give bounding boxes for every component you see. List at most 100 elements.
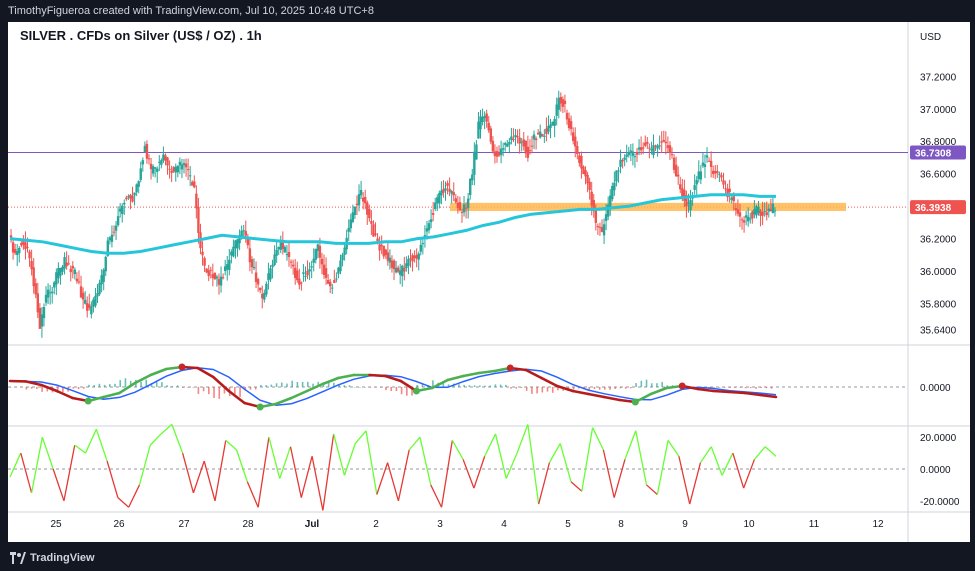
macd-histogram-bar	[473, 385, 476, 387]
candle-body	[61, 266, 64, 272]
macd-histogram-bar	[666, 385, 669, 387]
macd-histogram-bar	[150, 383, 153, 387]
macd-histogram-bar	[729, 387, 731, 388]
macd-histogram-bar	[192, 387, 194, 388]
oscillator-line-segment	[613, 459, 626, 498]
macd-histogram-bar	[614, 387, 617, 389]
price-tick-label: 36.6000	[920, 170, 957, 181]
macd-histogram-bar	[505, 384, 507, 387]
macd-histogram-bar	[557, 387, 559, 391]
moving-average-line	[9, 193, 776, 255]
candle-body	[53, 282, 56, 288]
candle-body	[650, 148, 653, 151]
time-tick-label: 3	[437, 519, 443, 530]
candle-body	[382, 245, 385, 257]
candle-body	[491, 140, 495, 152]
oscillator-line-segment	[656, 440, 669, 495]
candle-body	[279, 242, 282, 250]
candle-body	[417, 253, 420, 260]
candle-body	[658, 145, 661, 147]
candle-body	[471, 174, 474, 181]
oscillator-line-segment	[548, 443, 561, 463]
macd-histogram-bar	[10, 387, 12, 388]
candle-body	[215, 276, 219, 279]
candle-body	[411, 255, 414, 262]
candle-body	[26, 246, 29, 248]
candle-body	[48, 292, 52, 294]
candle-body	[83, 299, 87, 304]
macd-histogram-bar	[72, 387, 75, 389]
candle-body	[742, 220, 746, 223]
candle-body	[413, 255, 416, 259]
candle-body	[625, 154, 628, 157]
candle-body	[347, 227, 350, 232]
candle-body	[679, 184, 682, 190]
candle-body	[728, 188, 731, 193]
macd-line-segment	[321, 376, 340, 386]
candle-body	[477, 121, 480, 139]
macd-histogram-bar	[275, 383, 278, 387]
oscillator-line-segment	[117, 497, 130, 508]
oscillator-line-segment	[289, 446, 302, 498]
macd-histogram-bar	[755, 387, 757, 389]
candle-body	[448, 188, 451, 192]
candle-body	[306, 270, 309, 276]
candle-body	[191, 181, 194, 186]
candle-body	[656, 145, 659, 149]
candle-body	[532, 134, 536, 140]
price-tick-label: 35.6400	[920, 325, 957, 336]
macd-histogram-bar	[515, 387, 518, 389]
candle-body	[123, 202, 126, 205]
candle-body	[571, 132, 575, 141]
macd-histogram-bar	[119, 380, 122, 387]
candle-body	[36, 293, 39, 313]
candle-body	[580, 155, 583, 169]
time-tick-label: 8	[618, 519, 624, 530]
candle-body	[536, 132, 540, 135]
candle-body	[736, 209, 740, 214]
support-zone	[450, 202, 846, 211]
chart-panel[interactable]: USD37.200037.000036.800036.600036.400036…	[8, 22, 970, 542]
candle-body	[767, 208, 770, 212]
macd-histogram-bar	[645, 379, 648, 387]
last-price-tag	[910, 200, 966, 215]
macd-line-segment	[759, 393, 778, 399]
candle-body	[234, 240, 237, 249]
macd-line-segment	[336, 373, 356, 380]
oscillator-line-segment	[20, 452, 33, 494]
candle-body	[637, 147, 641, 150]
macd-histogram-bar	[609, 387, 611, 390]
candle-body	[127, 196, 130, 198]
macd-histogram-bar	[411, 387, 413, 396]
candle-body	[547, 125, 550, 132]
candle-body	[236, 239, 239, 249]
oscillator-line-segment	[333, 433, 346, 476]
candle-body	[738, 212, 742, 217]
candle-body	[160, 160, 163, 165]
candle-body	[390, 260, 394, 268]
oscillator-tick-label: -20.0000	[920, 497, 960, 508]
candle-body	[549, 124, 552, 128]
candle-body	[285, 254, 289, 256]
candle-body	[720, 175, 723, 178]
candle-body	[67, 263, 70, 265]
candle-body	[765, 212, 768, 216]
macd-histogram-bar	[379, 387, 382, 388]
candle-body	[394, 267, 398, 273]
oscillator-line-segment	[311, 456, 324, 511]
macd-cross-dot	[178, 363, 186, 371]
candle-body	[228, 259, 231, 271]
macd-histogram-bar	[36, 387, 38, 389]
macd-histogram-bar	[166, 385, 168, 387]
candle-body	[565, 112, 569, 120]
candle-body	[526, 146, 530, 158]
chart-canvas[interactable]: USD37.200037.000036.800036.600036.400036…	[8, 22, 970, 542]
macd-histogram-bar	[254, 387, 257, 390]
candle-body	[646, 141, 649, 144]
time-tick-label: 25	[50, 519, 62, 530]
candle-body	[217, 279, 221, 285]
macd-histogram-bar	[56, 387, 59, 393]
candle-body	[388, 257, 392, 263]
candle-body	[207, 270, 210, 276]
candle-body	[51, 291, 54, 294]
